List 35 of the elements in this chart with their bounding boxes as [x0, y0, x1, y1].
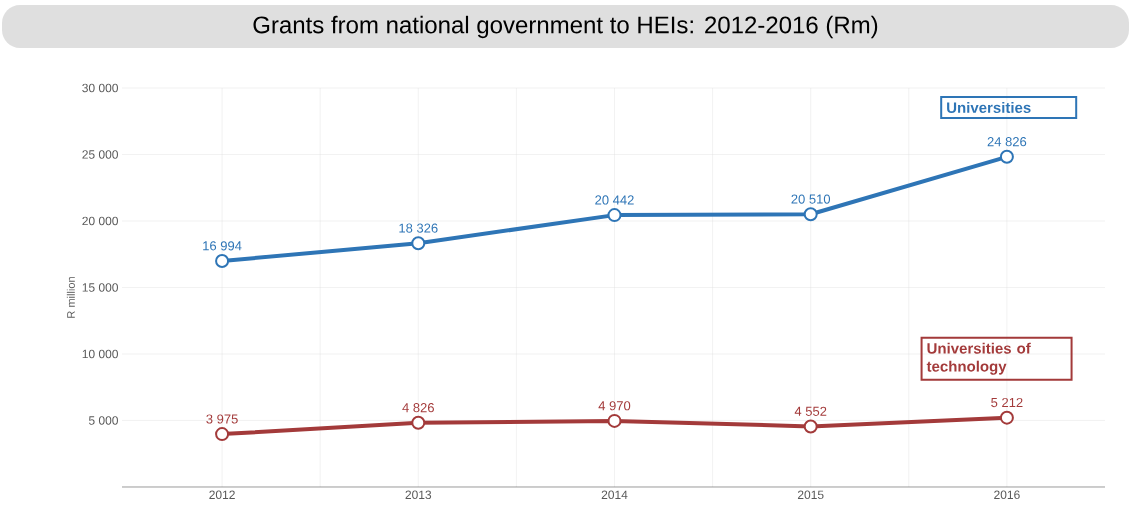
point — [999, 410, 1014, 425]
text: Universities of technology — [926, 342, 1031, 375]
point — [607, 208, 622, 223]
point — [999, 149, 1014, 164]
text: Universities — [947, 101, 1031, 113]
y-tick-label: 15 000 — [82, 283, 118, 292]
y-tick-label: 5 000 — [88, 416, 118, 425]
data-label: 16 994 — [203, 241, 242, 251]
point — [411, 415, 426, 430]
x-tick-label: 2016 — [994, 490, 1020, 500]
data-label: 4 826 — [402, 403, 434, 413]
data-label: 4 552 — [794, 406, 827, 416]
data-label: 4 970 — [598, 401, 631, 411]
data-label: 18 326 — [399, 223, 438, 233]
x-tick-label: 2012 — [209, 490, 235, 500]
y-axis-title: R million — [66, 277, 75, 318]
point — [803, 207, 818, 222]
y-tick-label: 25 000 — [82, 150, 118, 159]
point — [215, 253, 230, 268]
x-tick-label: 2013 — [405, 490, 432, 500]
x-tick-label: 2015 — [797, 490, 824, 500]
chart-title: Grants from national government to HEIs: 2012-2016 (Rm) — [253, 15, 878, 39]
point — [411, 236, 426, 251]
point — [803, 419, 818, 434]
y-tick-label: 30 000 — [82, 83, 118, 93]
point — [215, 427, 230, 442]
point — [607, 413, 622, 428]
data-label: 3 975 — [206, 414, 238, 424]
y-tick-label: 20 000 — [82, 216, 118, 226]
data-label: 5 212 — [991, 397, 1023, 408]
data-label: 24 826 — [987, 137, 1027, 147]
data-label: 20 442 — [595, 195, 634, 205]
x-tick-label: 2014 — [601, 490, 628, 500]
y-tick-label: 10 000 — [82, 349, 118, 359]
data-label: 20 510 — [791, 194, 831, 204]
